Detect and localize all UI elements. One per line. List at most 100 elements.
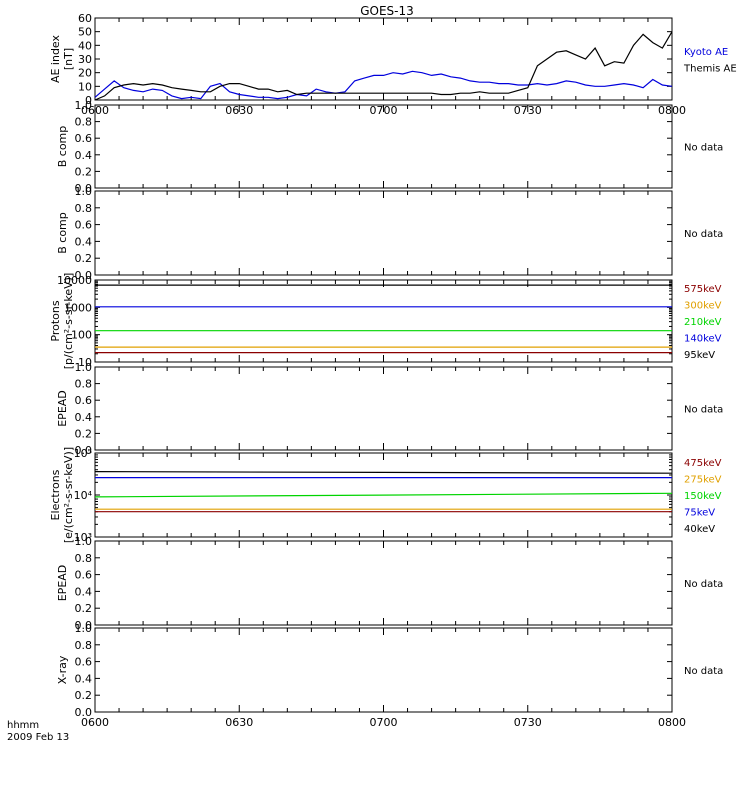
y-tick-label: 0.2 <box>75 602 93 615</box>
y-tick-label: 10 <box>78 356 92 369</box>
y-axis-label: Protons <box>49 300 62 341</box>
y-axis-label: X-ray <box>56 655 69 684</box>
y-tick-label: 0.0 <box>75 269 93 282</box>
panel-epead2: 0.0 0.2 0.4 0.6 0.8 1.0 EPEAD No data <box>56 535 723 632</box>
y-axis-label: Electrons <box>49 469 62 520</box>
legend-label: 275keV <box>684 475 722 486</box>
series-line-40kev <box>94 471 673 474</box>
y-axis-label: EPEAD <box>56 565 69 602</box>
y-axis-label: [p/(cm²-s-sr-keV)] <box>62 273 75 370</box>
panel-bcomp2: 0.0 0.2 0.4 0.6 0.8 1.0 B comp No data <box>56 185 723 282</box>
legend-label: 300keV <box>684 301 722 312</box>
panel-electrons: 10³ 10⁴ 10⁵ Electrons [e/(cm²-s-sr-keV)] 475k… <box>49 447 722 544</box>
plot-frame <box>94 190 673 276</box>
y-tick-label: 0.6 <box>75 132 93 145</box>
plot-frame <box>94 279 673 363</box>
y-tick-label: 0.4 <box>75 411 93 424</box>
y-axis-label: B comp <box>56 126 69 168</box>
y-tick-label: 1.0 <box>75 535 93 548</box>
series-line-150kev <box>94 492 673 498</box>
y-tick-label: 0.4 <box>75 672 93 685</box>
y-tick-label: 0.4 <box>75 235 93 248</box>
x-tick-label: 0800 <box>658 716 686 729</box>
y-tick-label: 0.0 <box>75 182 93 195</box>
y-tick-label: 0.8 <box>75 378 93 391</box>
y-tick-label: 10³ <box>74 531 92 544</box>
legend-label: 140keV <box>684 334 722 345</box>
y-axis-label: AE index <box>49 34 62 83</box>
y-tick-label: 1.0 <box>75 622 93 635</box>
y-tick-label: 10⁴ <box>74 489 93 502</box>
x-tick-label: 0730 <box>514 716 542 729</box>
y-tick-label: 0.2 <box>75 689 93 702</box>
x-tick-label: 0700 <box>370 716 398 729</box>
y-tick-label: 0.8 <box>75 202 93 215</box>
y-tick-label: 10000 <box>57 274 92 287</box>
y-tick-label: 10 <box>78 80 92 93</box>
y-tick-label: 0.6 <box>75 569 93 582</box>
time-axis-label: hhmm <box>7 720 39 731</box>
x-tick-label: 0600 <box>81 716 109 729</box>
plot-frame <box>94 366 673 451</box>
legend-label: 75keV <box>684 508 715 519</box>
legend-label: No data <box>684 405 723 416</box>
date-label: 2009 Feb 13 <box>7 732 69 743</box>
y-tick-label: 30 <box>78 53 92 66</box>
panel-epead1: 0.0 0.2 0.4 0.6 0.8 1.0 EPEAD No data <box>56 361 723 457</box>
y-tick-label: 0.0 <box>75 619 93 632</box>
legend-label: Kyoto AE <box>684 47 728 58</box>
legend-label: No data <box>684 143 723 154</box>
y-axis-label: EPEAD <box>56 390 69 427</box>
y-tick-label: 0.0 <box>75 706 93 719</box>
y-tick-label: 100 <box>71 329 92 342</box>
legend-label: Themis AE <box>683 63 737 74</box>
legend-label: No data <box>684 579 723 590</box>
chart-title: GOES-13 <box>360 4 414 18</box>
legend-label: No data <box>684 666 723 677</box>
legend-label: 95keV <box>684 350 715 361</box>
y-tick-label: 50 <box>78 26 92 39</box>
y-axis-label: [nT] <box>62 48 75 70</box>
y-axis-label: [e/(cm²-s-sr-keV)] <box>62 447 75 543</box>
legend-label: 40keV <box>684 524 715 535</box>
series-line-kyoto-ae <box>94 70 673 100</box>
y-tick-label: 0.2 <box>75 165 93 178</box>
y-tick-label: 0.0 <box>75 444 93 457</box>
y-tick-label: 0.2 <box>75 252 93 265</box>
y-tick-label: 40 <box>78 39 92 52</box>
y-tick-label: 0.2 <box>75 427 93 440</box>
y-tick-label: 1.0 <box>75 185 93 198</box>
y-tick-label: 10⁵ <box>74 447 92 460</box>
y-tick-label: 0.4 <box>75 149 93 162</box>
y-tick-label: 1000 <box>64 301 92 314</box>
legend-label: No data <box>684 229 723 240</box>
panel-bcomp1: 0.0 0.2 0.4 0.6 0.8 1.0 B comp No data <box>56 99 723 195</box>
y-tick-label: 0.8 <box>75 639 93 652</box>
y-tick-label: 0.6 <box>75 656 93 669</box>
y-tick-label: 60 <box>78 12 92 25</box>
panel-protons: 10 100 1000 10000 Protons [p/(cm²-s-sr-keV)] 5… <box>49 273 722 370</box>
x-tick-label: 0630 <box>225 716 253 729</box>
y-tick-label: 0.8 <box>75 116 93 129</box>
legend-label: 210keV <box>684 317 722 328</box>
y-tick-label: 1.0 <box>75 361 93 374</box>
plot-frame <box>94 540 673 626</box>
legend-label: 575keV <box>684 284 722 295</box>
y-tick-label: 0.6 <box>75 219 93 232</box>
y-tick-label: 20 <box>78 67 92 80</box>
legend-label: 150keV <box>684 491 722 502</box>
legend-label: 475keV <box>684 458 722 469</box>
plot-frame <box>94 104 673 189</box>
panel-xray: 0.0 0.2 0.4 0.6 0.8 1.0 0600 0630 0700 0730 0800 X-… <box>56 622 723 729</box>
y-tick-label: 0.6 <box>75 394 93 407</box>
y-tick-label: 0.8 <box>75 552 93 565</box>
y-tick-label: 0 <box>85 94 92 107</box>
series-line-themis-ae <box>94 31 673 101</box>
y-axis-label: B comp <box>56 212 69 254</box>
y-tick-label: 0.4 <box>75 585 93 598</box>
plot-frame <box>94 627 673 713</box>
y-tick-label: 1.0 <box>75 99 93 112</box>
